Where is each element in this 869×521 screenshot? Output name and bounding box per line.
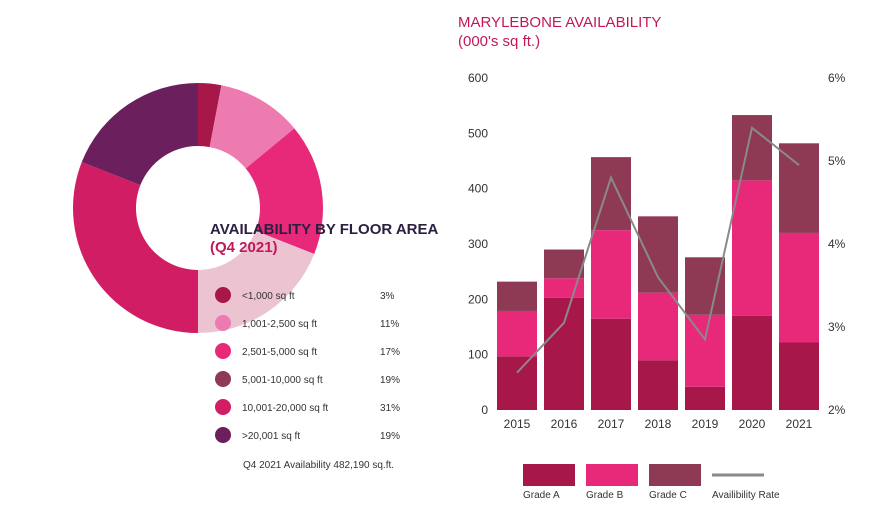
y-tick-label: 500 (468, 126, 488, 140)
legend-percent: 11% (380, 319, 399, 330)
donut-slice (198, 83, 222, 148)
bar-chart-legend: Grade A Grade B Grade C Availibility Rate (523, 464, 780, 501)
legend-swatch (523, 464, 575, 486)
donut-legend: <1,000 sq ft 3% 1,001-2,500 sq ft 11% 2,501-… (215, 287, 400, 443)
legend-label: 1,001-2,500 sq ft (242, 319, 317, 330)
y2-tick-label: 5% (828, 154, 846, 168)
bar-segment (685, 386, 725, 410)
bar-segment (638, 216, 678, 293)
legend-label: 5,001-10,000 sq ft (242, 375, 323, 386)
donut-slice (81, 83, 198, 186)
legend-label: <1,000 sq ft (242, 291, 295, 302)
bar-segment (685, 314, 725, 387)
legend-swatch (215, 315, 231, 331)
bar-segment (591, 318, 631, 410)
x-tick-label: 2019 (692, 417, 719, 431)
x-tick-label: 2015 (504, 417, 531, 431)
bar-segment (638, 360, 678, 410)
bar-chart-title: MARYLEBONE AVAILABILITY (458, 14, 661, 31)
legend-label: Grade B (586, 490, 624, 501)
donut-subtitle: (Q4 2021) (210, 239, 278, 256)
y-tick-label: 300 (468, 237, 488, 251)
bar-segment (732, 115, 772, 181)
bar-chart-subtitle: (000's sq ft.) (458, 33, 540, 50)
bar-segment (779, 232, 819, 343)
legend-percent: 19% (380, 431, 400, 442)
legend-label: 10,001-20,000 sq ft (242, 403, 328, 414)
legend-percent: 31% (380, 403, 400, 414)
legend-swatch (586, 464, 638, 486)
bar-segment (591, 230, 631, 319)
y2-tick-label: 6% (828, 71, 846, 85)
legend-label: 2,501-5,000 sq ft (242, 347, 317, 358)
bar-segment (544, 297, 584, 410)
legend-percent: 3% (380, 291, 395, 302)
legend-swatch (215, 427, 231, 443)
donut-slice (245, 128, 323, 255)
legend-swatch (215, 287, 231, 303)
donut-note: Q4 2021 Availability 482,190 sq.ft. (243, 460, 394, 471)
legend-percent: 17% (380, 347, 400, 358)
bar-segment (497, 356, 537, 410)
bar-segment (544, 249, 584, 279)
availability-rate-line (516, 126, 800, 374)
x-tick-label: 2021 (786, 417, 813, 431)
bar-segment (685, 257, 725, 315)
y-tick-label: 100 (468, 348, 488, 362)
legend-label: Availibility Rate (712, 490, 780, 501)
bar-segment (497, 281, 537, 311)
legend-label: Grade C (649, 490, 687, 501)
y-tick-label: 400 (468, 182, 488, 196)
legend-percent: 19% (380, 375, 400, 386)
y2-tick-label: 3% (828, 320, 846, 334)
x-tick-label: 2020 (739, 417, 766, 431)
bar-segment (497, 310, 537, 357)
x-tick-label: 2018 (645, 417, 672, 431)
legend-swatch (215, 343, 231, 359)
stacked-bar-chart: 0 100 200 300 400 500 600 2% 3% 4% 5% 6% 2015 2016 201… (468, 71, 846, 431)
bar-segment (779, 342, 819, 410)
donut-slice (209, 85, 295, 169)
y-tick-label: 200 (468, 292, 488, 306)
legend-label: Grade A (523, 490, 560, 501)
legend-swatch (649, 464, 701, 486)
x-tick-label: 2016 (551, 417, 578, 431)
legend-label: >20,001 sq ft (242, 431, 300, 442)
y-tick-label: 0 (481, 403, 488, 417)
legend-swatch (215, 371, 231, 387)
legend-swatch (215, 399, 231, 415)
bar-segment (732, 315, 772, 410)
x-tick-label: 2017 (598, 417, 625, 431)
bar-segment (732, 180, 772, 316)
donut-title: AVAILABILITY BY FLOOR AREA (210, 221, 439, 238)
donut-chart (73, 83, 323, 333)
donut-slice (73, 161, 198, 333)
y-tick-label: 600 (468, 71, 488, 85)
donut-slice (198, 230, 315, 333)
bar-segment (638, 292, 678, 361)
y2-tick-label: 2% (828, 403, 846, 417)
y2-tick-label: 4% (828, 237, 846, 251)
bar-segment (779, 143, 819, 233)
